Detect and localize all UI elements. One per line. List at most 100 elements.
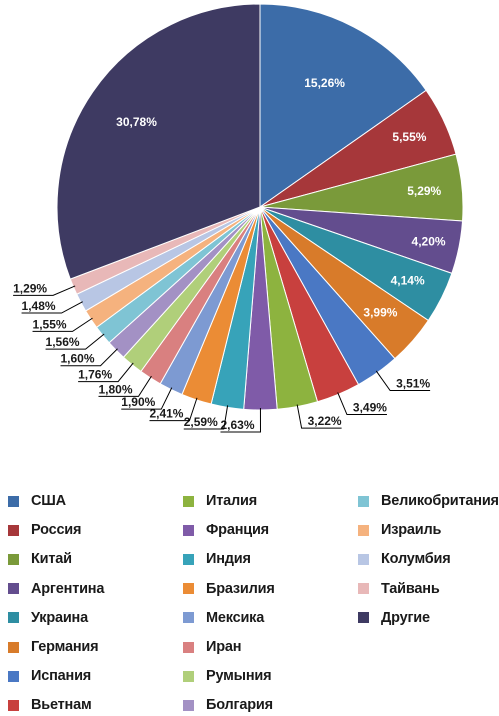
legend-item-тайвань: Тайвань	[358, 580, 440, 598]
data-label-вьетнам: 3,49%	[353, 401, 387, 415]
legend-swatch	[183, 495, 194, 507]
legend-label: Вьетнам	[31, 697, 92, 714]
legend-swatch	[183, 670, 194, 682]
legend-swatch	[358, 612, 369, 624]
pie-chart: 15,26% 5,55% 5,29% 4,20% 4,14% 3,99% 30,78% 3,5…	[13, 3, 464, 433]
legend-item-иран: Иран	[183, 638, 242, 656]
legend-item-аргентина: Аргентина	[8, 580, 104, 598]
legend-item-мексика: Мексика	[183, 609, 264, 627]
legend: США Россия Китай Аргентина Украина Германия Ис…	[0, 492, 499, 716]
data-label-аргентина: 4,20%	[412, 234, 446, 248]
legend-label: Другие	[381, 609, 430, 626]
data-label-бразилия: 2,41%	[149, 407, 183, 421]
legend-swatch	[8, 583, 19, 595]
legend-item-румыния: Румыния	[183, 667, 272, 685]
leader-line-иран	[98, 375, 152, 397]
data-label-сша: 15,26%	[304, 76, 345, 90]
leader-line-вьетнам	[337, 392, 387, 416]
legend-item-франция: Франция	[183, 521, 269, 539]
data-label-израиль: 1,55%	[33, 317, 67, 331]
legend-label: Украина	[31, 609, 88, 626]
leader-line-испания	[375, 370, 431, 392]
legend-label: США	[31, 493, 66, 509]
data-label-италия: 3,22%	[308, 414, 342, 428]
legend-label: Иран	[206, 639, 242, 655]
legend-label: Мексика	[206, 609, 265, 626]
legend-swatch	[8, 670, 19, 682]
legend-swatch	[358, 553, 369, 565]
data-label-тайвань: 1,29%	[13, 281, 47, 295]
pie-slice-сша	[259, 3, 427, 208]
legend-item-вьетнам: Вьетнам	[8, 696, 92, 714]
data-label-румыния: 1,76%	[78, 368, 112, 382]
legend-swatch	[183, 699, 194, 711]
legend-swatch	[183, 553, 194, 565]
legend-label: Бразилия	[206, 580, 275, 597]
data-label-мексика: 1,90%	[121, 395, 155, 409]
legend-swatch	[8, 641, 19, 653]
legend-item-китай: Китай	[8, 550, 72, 568]
legend-swatch	[183, 641, 194, 653]
leader-line-колумбия	[21, 301, 83, 314]
data-label-колумбия: 1,48%	[22, 299, 56, 313]
legend-label: Россия	[31, 522, 82, 539]
legend-item-болгария: Болгария	[183, 696, 273, 714]
legend-swatch	[183, 612, 194, 624]
legend-item-украина: Украина	[8, 609, 88, 627]
legend-item-испания: Испания	[8, 667, 91, 685]
legend-label: Болгария	[206, 697, 273, 714]
leader-line-тайвань	[13, 285, 76, 296]
leader-line-франция	[220, 407, 261, 433]
legend-swatch	[358, 495, 369, 507]
legend-item-сша: США	[8, 492, 66, 510]
leader-line-италия	[296, 404, 342, 429]
legend-label: Индия	[206, 551, 251, 568]
data-label-китай: 5,29%	[407, 184, 441, 198]
legend-item-великобритания: Великобритания	[358, 492, 499, 510]
legend-item-бразилия: Бразилия	[183, 580, 275, 598]
legend-label: Тайвань	[381, 580, 440, 597]
data-label-болгария: 1,60%	[61, 352, 95, 366]
legend-label: Аргентина	[31, 580, 105, 597]
data-label-испания: 3,51%	[396, 377, 430, 391]
legend-item-германия: Германия	[8, 638, 99, 656]
data-label-другие: 30,78%	[116, 115, 157, 129]
legend-swatch	[183, 583, 194, 595]
legend-swatch	[8, 553, 19, 565]
legend-label: Италия	[206, 493, 257, 509]
legend-swatch	[183, 524, 194, 536]
legend-label: Великобритания	[381, 493, 499, 509]
leader-line-мексика	[121, 387, 173, 410]
leader-line-индия	[183, 405, 229, 430]
leader-line-великобритания	[45, 333, 105, 350]
legend-swatch	[8, 495, 19, 507]
leader-line-румыния	[78, 362, 134, 383]
legend-swatch	[358, 524, 369, 536]
leader-line-бразилия	[149, 397, 198, 422]
legend-swatch	[358, 583, 369, 595]
data-label-германия: 3,99%	[363, 305, 397, 319]
legend-swatch	[8, 699, 19, 711]
legend-item-индия: Индия	[183, 550, 251, 568]
data-label-украина: 4,14%	[391, 274, 425, 288]
legend-label: Германия	[31, 639, 99, 655]
legend-item-колумбия: Колумбия	[358, 550, 451, 568]
legend-label: Румыния	[206, 668, 272, 685]
leader-line-израиль	[32, 317, 93, 332]
legend-label: Испания	[31, 668, 92, 685]
legend-swatch	[8, 612, 19, 624]
legend-item-россия: Россия	[8, 521, 81, 539]
legend-swatch	[8, 524, 19, 536]
data-label-иран: 1,80%	[98, 382, 132, 396]
legend-label: Израиль	[381, 522, 442, 539]
pie-slice-другие	[56, 3, 261, 280]
legend-label: Колумбия	[381, 551, 451, 568]
leader-line-болгария	[60, 348, 118, 367]
legend-label: Франция	[206, 522, 269, 539]
data-label-франция: 2,63%	[220, 418, 254, 432]
legend-item-италия: Италия	[183, 492, 257, 510]
legend-item-другие: Другие	[358, 609, 430, 627]
data-label-россия: 5,55%	[392, 130, 426, 144]
legend-label: Китай	[31, 551, 72, 568]
legend-item-израиль: Израиль	[358, 521, 441, 539]
